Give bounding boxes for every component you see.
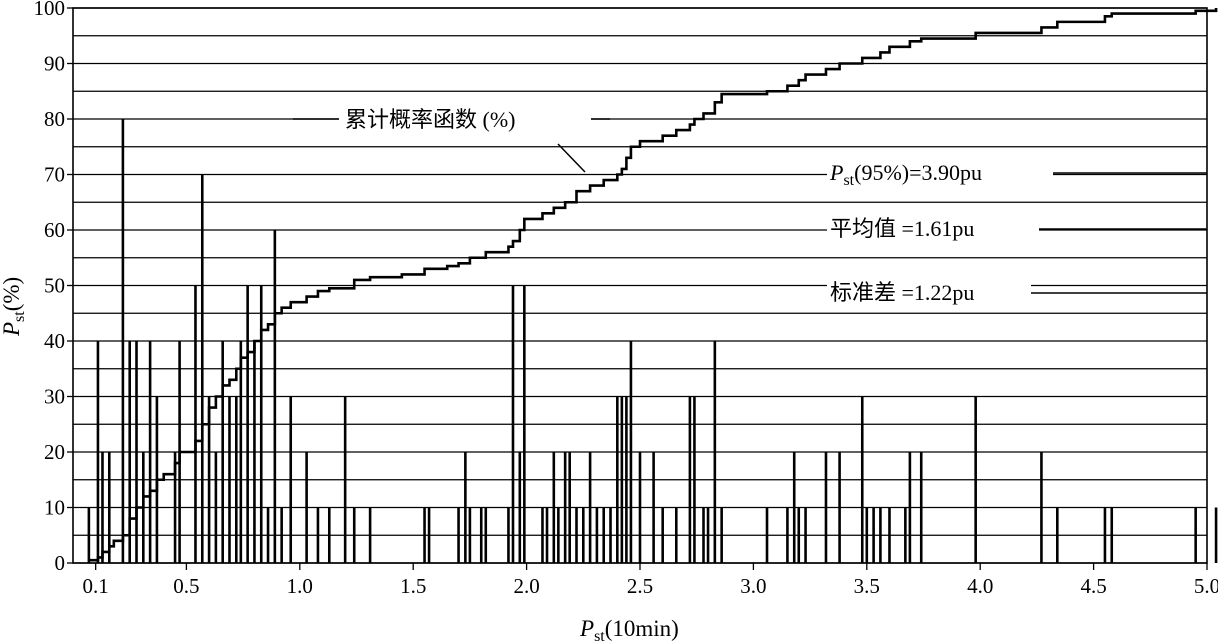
y-tick-label-80: 80: [44, 107, 65, 131]
y-axis-label: Pst(%): [0, 277, 28, 337]
p95-label-bg: [827, 158, 1053, 188]
x-tick-label-0.1: 0.1: [83, 574, 109, 598]
x-tick-label-0.5: 0.5: [173, 574, 199, 598]
mean-label: 平均值 =1.61pu: [830, 216, 974, 241]
x-tick-label-2.0: 2.0: [513, 574, 539, 598]
y-tick-label-70: 70: [44, 163, 65, 187]
x-axis-ticks: 0.1 0.5 1.0 1.5 2.0 2.5 3.0 3.5 4.0 4.5 5.0: [83, 563, 1218, 598]
y-axis-label-suffix: (%): [0, 277, 24, 311]
x-axis-label-p: P: [579, 616, 594, 641]
cdf-label: 累计概率函数 (%): [345, 107, 515, 132]
x-axis-label-sub: st: [594, 628, 605, 643]
y-tick-label-90: 90: [44, 52, 65, 76]
cumulative-probability-curve: [88, 8, 1218, 562]
std-label-bg: [827, 278, 1031, 308]
mean-label-bg: [827, 214, 1039, 244]
std-label: 标准差 =1.22pu: [830, 280, 974, 305]
x-tick-label-4.5: 4.5: [1080, 574, 1106, 598]
y-tick-label-10: 10: [44, 496, 65, 520]
x-tick-label-3.5: 3.5: [854, 574, 880, 598]
y-axis-ticks: 0 10 20 30 40 50 60 70 80 90 100: [34, 0, 73, 575]
y-axis-label-p: P: [0, 322, 24, 337]
y-tick-label-40: 40: [44, 329, 65, 353]
y-tick-label-20: 20: [44, 440, 65, 464]
p95-label-sub: st: [843, 172, 854, 189]
histogram-bars: [87, 119, 1218, 563]
x-tick-label-4.0: 4.0: [967, 574, 993, 598]
p95-label: Pst(95%)=3.90pu: [829, 160, 982, 189]
x-tick-label-2.5: 2.5: [627, 574, 653, 598]
y-tick-label-100: 100: [34, 0, 66, 20]
y-tick-label-30: 30: [44, 385, 65, 409]
p95-label-rest: (95%)=3.90pu: [854, 160, 982, 185]
cdf-label-bg: [339, 104, 591, 134]
y-axis-label-sub: st: [11, 311, 28, 322]
x-axis-label: Pst(10min): [579, 616, 679, 643]
cdf-label-pointer: [557, 143, 586, 173]
y-tick-label-50: 50: [44, 274, 65, 298]
x-tick-label-1.0: 1.0: [287, 574, 313, 598]
x-tick-label-1.5: 1.5: [400, 574, 426, 598]
x-tick-label-5.0: 5.0: [1194, 574, 1218, 598]
y-tick-label-60: 60: [44, 218, 65, 242]
y-tick-label-0: 0: [55, 551, 66, 575]
x-axis-label-suffix: (10min): [605, 616, 679, 641]
x-tick-label-3.0: 3.0: [740, 574, 766, 598]
p95-label-p: P: [829, 160, 843, 185]
